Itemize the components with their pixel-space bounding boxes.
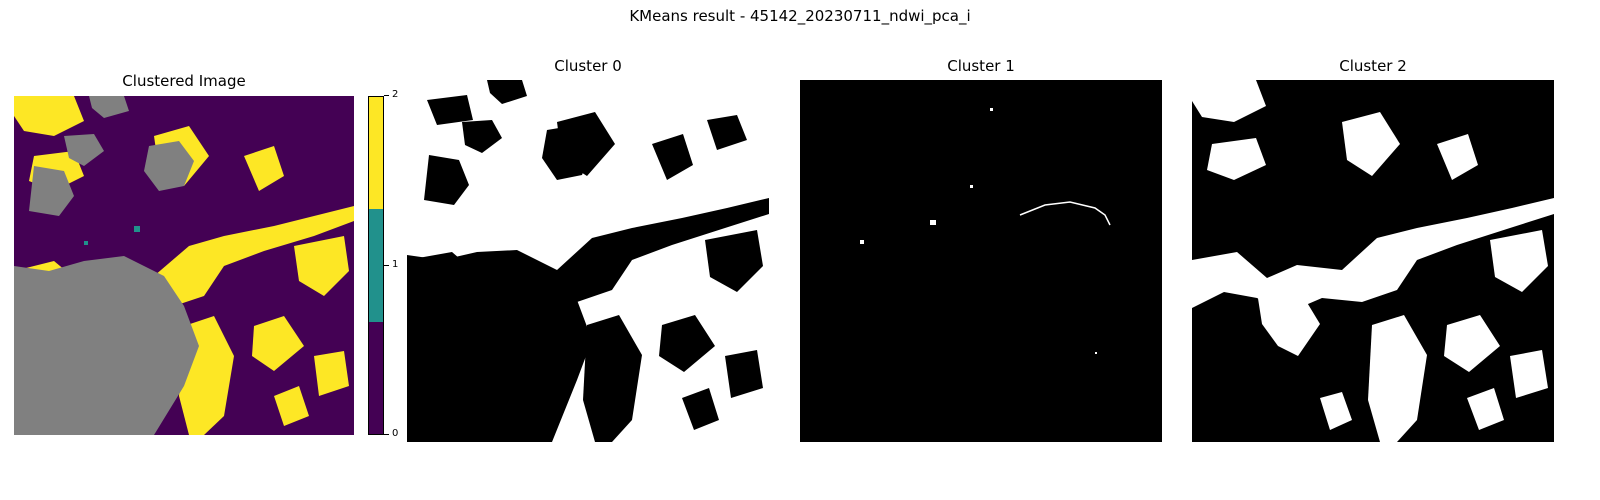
colorbar bbox=[368, 96, 384, 435]
colorbar-segment-1 bbox=[369, 209, 383, 322]
colorbar-segment-2 bbox=[369, 97, 383, 210]
cluster-1-mask bbox=[800, 80, 1162, 442]
panel-title-cluster-2: Cluster 2 bbox=[1339, 57, 1407, 75]
cluster-0-mask bbox=[407, 80, 769, 442]
colorbar-label-2: 2 bbox=[392, 89, 399, 100]
cluster-2-mask bbox=[1192, 80, 1554, 442]
panel-title-clustered: Clustered Image bbox=[122, 72, 246, 90]
colorbar-label-1: 1 bbox=[392, 259, 399, 270]
colorbar-tick-2 bbox=[384, 95, 389, 96]
colorbar-segment-0 bbox=[369, 321, 383, 434]
colorbar-tick-0 bbox=[384, 434, 389, 435]
panel-title-cluster-0: Cluster 0 bbox=[554, 57, 622, 75]
colorbar-tick-1 bbox=[384, 265, 389, 266]
panel-title-cluster-1: Cluster 1 bbox=[947, 57, 1015, 75]
clustered-image bbox=[14, 96, 354, 435]
figure-title: KMeans result - 45142_20230711_ndwi_pca_… bbox=[629, 7, 971, 25]
colorbar-label-0: 0 bbox=[392, 428, 399, 439]
